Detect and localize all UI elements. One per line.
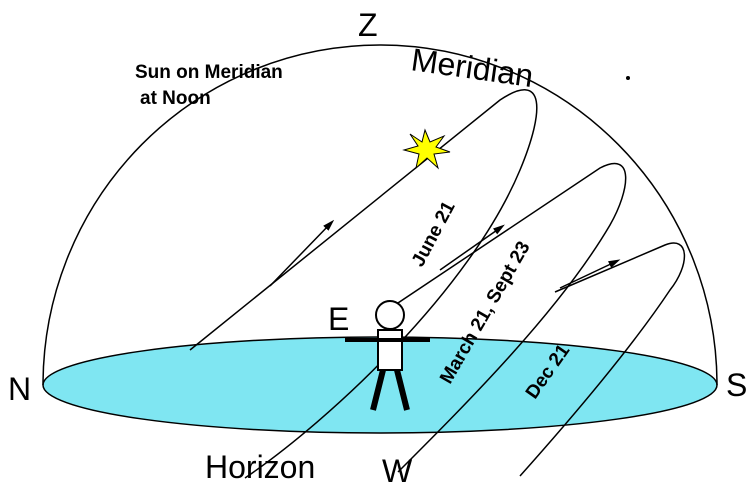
dot	[626, 76, 630, 80]
june-arrow	[269, 219, 335, 287]
south-label: S	[726, 367, 747, 403]
june-label: June 21	[408, 198, 460, 271]
observer	[345, 300, 430, 411]
sun-note: Sun on Meridian	[135, 62, 283, 83]
sun-note: at Noon	[140, 88, 211, 109]
west-label: W	[382, 453, 413, 487]
june-sun-path	[189, 89, 538, 479]
sun	[402, 128, 451, 170]
horizon-label: Horizon	[205, 449, 315, 485]
december-sun-path	[519, 242, 686, 477]
equinox-sun-path	[379, 162, 627, 473]
equinox-arrow	[439, 224, 505, 271]
celestial-dome	[42, 44, 718, 386]
meridian-label: Meridian	[409, 41, 536, 94]
north-label: N	[8, 371, 31, 407]
december-arrow	[559, 259, 621, 289]
zenith-label: Z	[358, 7, 378, 43]
east-label: E	[328, 301, 349, 337]
